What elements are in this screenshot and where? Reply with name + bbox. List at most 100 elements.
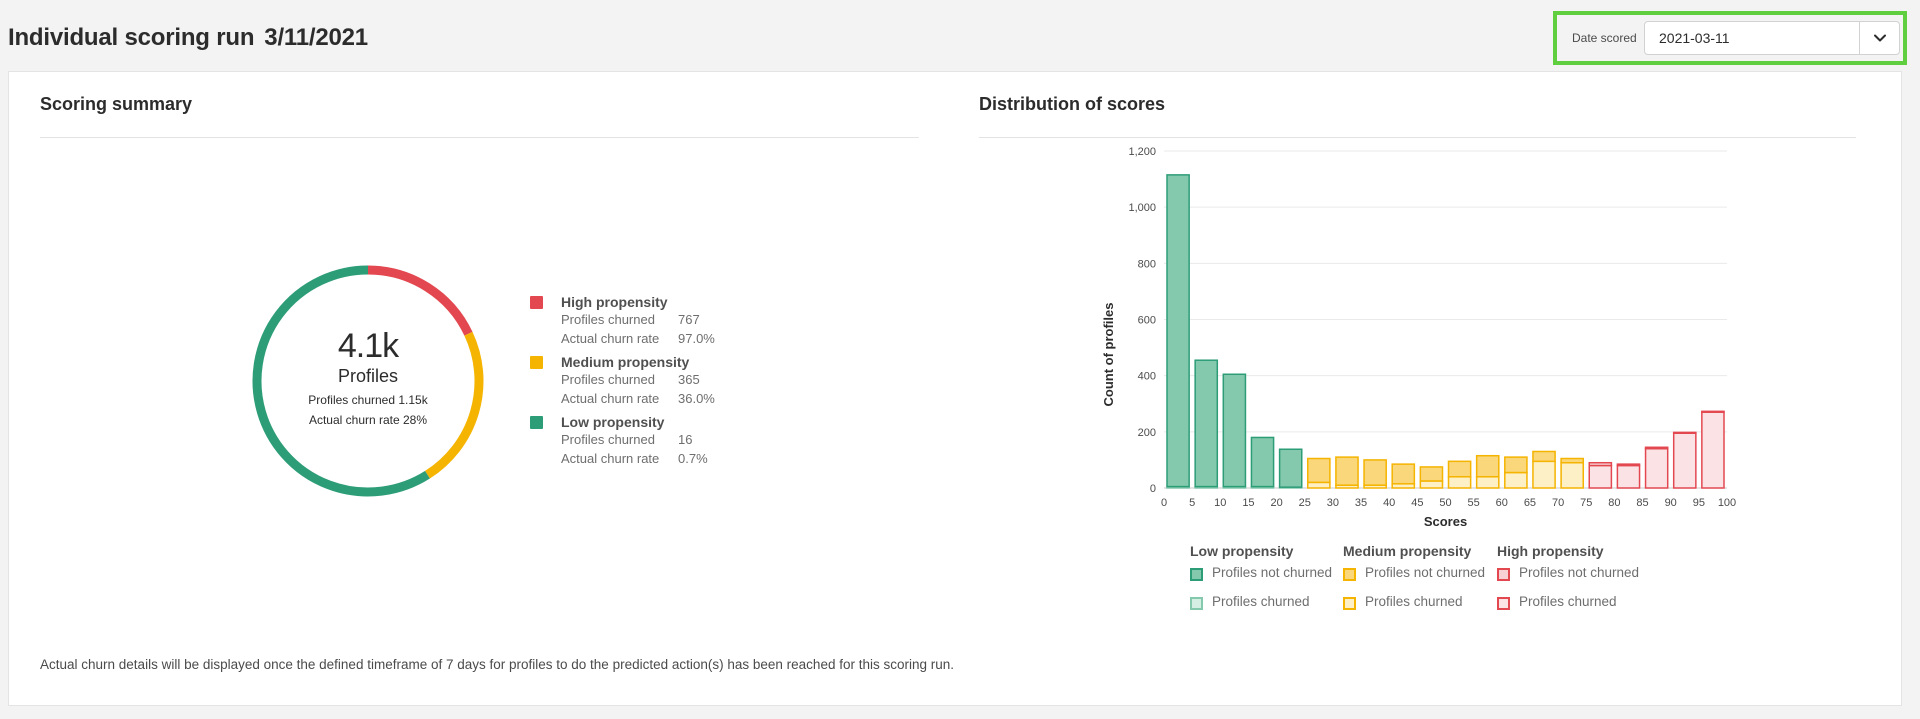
x-tick-label: 85 — [1636, 497, 1648, 509]
bar-churned — [1504, 471, 1528, 489]
bar-not-churned — [1532, 450, 1556, 463]
chevron-down-icon — [1873, 34, 1886, 42]
x-tick-label: 100 — [1718, 497, 1736, 509]
legend-swatch — [1190, 596, 1203, 610]
bar-not-churned — [1194, 359, 1219, 488]
chart-legend-title: Low propensity — [1190, 543, 1294, 559]
x-tick-label: 90 — [1665, 497, 1677, 509]
donut-segment-high-propensity — [367, 265, 473, 336]
y-tick-label: 200 — [1138, 427, 1156, 439]
chart-legend-title: Medium propensity — [1343, 543, 1472, 559]
chart-legend-label: Profiles not churned — [1365, 564, 1486, 580]
bar-not-churned — [1672, 431, 1697, 434]
bar-not-churned — [1335, 456, 1359, 486]
date-scored-dropdown-button[interactable] — [1859, 22, 1899, 54]
distribution-divider — [979, 137, 1856, 138]
x-tick-label: 5 — [1189, 497, 1195, 509]
y-tick-label: 1,000 — [1128, 202, 1156, 214]
legend-value: 767 — [678, 312, 700, 327]
x-tick-label: 10 — [1214, 497, 1226, 509]
y-tick-label: 800 — [1138, 258, 1156, 270]
legend-key: Actual churn rate — [561, 331, 660, 346]
x-tick-label: 35 — [1355, 497, 1367, 509]
chart-legend-high: High propensity Profiles not churned Pro… — [1497, 543, 1639, 619]
total-profiles-label: Profiles — [337, 366, 399, 386]
donut-segment-medium-propensity — [425, 331, 484, 479]
legend-title: High propensity — [561, 294, 668, 310]
chart-legend-label: Profiles not churned — [1519, 564, 1640, 580]
chart-legend-label: Profiles churned — [1519, 593, 1617, 609]
page-title: Individual scoring run 3/11/2021 — [8, 24, 368, 52]
legend-title: Low propensity — [561, 414, 665, 430]
bar-not-churned — [1475, 454, 1500, 478]
chart-legend-item: Profiles churned — [1343, 590, 1485, 612]
legend-swatch — [1190, 567, 1203, 581]
chart-legend-item: Profiles not churned — [1497, 561, 1639, 583]
x-tick-label: 30 — [1327, 497, 1339, 509]
legend-swatch — [1343, 596, 1356, 610]
bar-churned — [1307, 481, 1331, 489]
bar-churned — [1447, 476, 1472, 489]
distribution-title: Distribution of scores — [979, 94, 1166, 114]
bar-churned — [1701, 411, 1725, 489]
high-propensity-swatch — [530, 295, 543, 309]
y-axis-label: Count of profiles — [1101, 303, 1116, 407]
scoring-summary-title: Scoring summary — [40, 94, 193, 114]
propensity-donut-chart — [252, 265, 484, 497]
summary-divider — [40, 137, 919, 138]
x-tick-label: 50 — [1439, 497, 1451, 509]
legend-key: Actual churn rate — [561, 451, 660, 466]
chart-legend-item: Profiles not churned — [1190, 561, 1332, 583]
bar-not-churned — [1222, 373, 1247, 488]
x-tick-label: 20 — [1270, 497, 1282, 509]
x-tick-label: 55 — [1468, 497, 1480, 509]
bar-not-churned — [1504, 456, 1528, 474]
date-scored-value: 2021-03-11 — [1659, 30, 1730, 46]
bar-not-churned — [1560, 457, 1585, 464]
x-tick-label: 65 — [1524, 497, 1536, 509]
bar-churned — [1616, 464, 1641, 489]
bar-churned — [1644, 447, 1669, 489]
x-tick-label: 15 — [1242, 497, 1254, 509]
legend-key: Profiles churned — [561, 312, 655, 327]
y-tick-label: 600 — [1138, 315, 1156, 327]
page-title-date: 3/11/2021 — [264, 24, 368, 51]
bar-not-churned — [1447, 460, 1472, 478]
profiles-churned-total: Profiles churned 1.15k — [308, 393, 428, 407]
bar-not-churned — [1419, 466, 1444, 482]
legend-title: Medium propensity — [561, 354, 690, 370]
x-tick-label: 40 — [1383, 497, 1395, 509]
x-tick-label: 80 — [1608, 497, 1620, 509]
chart-legend-low: Low propensity Profiles not churned Prof… — [1190, 543, 1332, 619]
medium-propensity-swatch — [530, 355, 543, 369]
bar-not-churned — [1307, 457, 1331, 484]
bar-churned — [1475, 476, 1500, 489]
chart-legend-label: Profiles not churned — [1212, 564, 1333, 580]
date-scored-label: Date scored — [1572, 31, 1637, 45]
scoring-panel — [8, 71, 1902, 706]
chart-legend-item: Profiles churned — [1190, 590, 1332, 612]
donut-center: 4.1k Profiles Profiles churned 1.15k Act… — [268, 326, 468, 430]
y-tick-label: 0 — [1150, 483, 1156, 495]
bar-not-churned — [1701, 410, 1725, 413]
legend-value: 16 — [678, 432, 693, 447]
legend-key: Profiles churned — [561, 432, 655, 447]
bar-not-churned — [1391, 463, 1416, 485]
bar-not-churned — [1278, 448, 1303, 488]
x-tick-label: 60 — [1496, 497, 1508, 509]
legend-high-propensity: High propensity Profiles churned 767 Actu… — [530, 292, 770, 350]
bar-churned — [1532, 460, 1556, 489]
x-tick-label: 70 — [1552, 497, 1564, 509]
y-tick-label: 1,200 — [1128, 146, 1156, 158]
total-profiles-value: 4.1k — [337, 327, 399, 365]
x-tick-label: 95 — [1693, 497, 1705, 509]
legend-swatch — [1343, 567, 1356, 581]
legend-key: Actual churn rate — [561, 391, 660, 406]
date-scored-select[interactable]: 2021-03-11 — [1644, 21, 1900, 55]
legend-medium-propensity: Medium propensity Profiles churned 365 Ac… — [530, 352, 770, 410]
legend-value: 365 — [678, 372, 700, 387]
bar-churned — [1588, 464, 1613, 489]
chart-legend-label: Profiles churned — [1212, 593, 1310, 609]
legend-value: 97.0% — [678, 331, 715, 346]
chart-legend-item: Profiles not churned — [1343, 561, 1485, 583]
